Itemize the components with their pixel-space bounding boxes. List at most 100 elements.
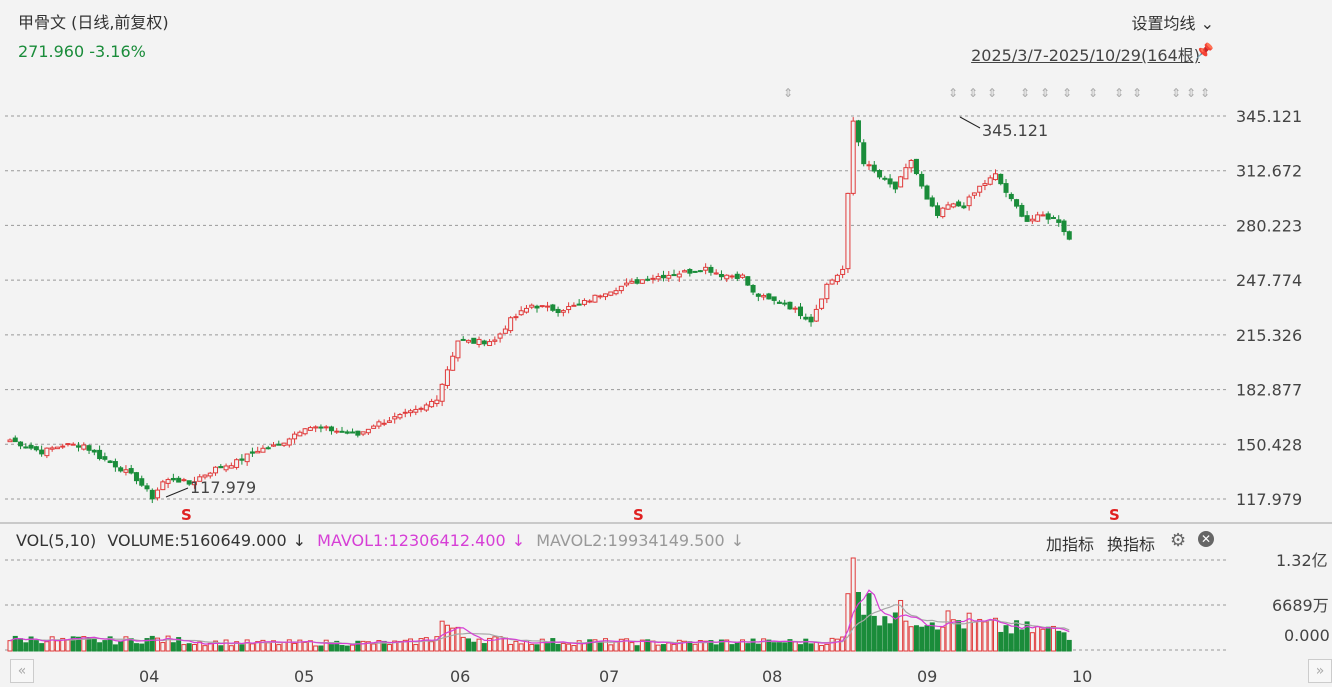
- candle-body: [977, 185, 983, 193]
- low-annotation-arrow: [165, 487, 189, 498]
- volume-bar: [892, 612, 898, 652]
- candle-body: [307, 427, 313, 431]
- candle-body: [824, 283, 830, 300]
- candle-body: [265, 447, 271, 450]
- volume-bar: [350, 644, 356, 652]
- candle-body: [935, 205, 941, 216]
- candle-body: [423, 404, 429, 411]
- candle-body: [234, 459, 240, 468]
- candle-body: [671, 274, 677, 277]
- candle-body: [908, 159, 914, 169]
- volume-bar: [502, 637, 508, 652]
- volume-bar: [924, 625, 930, 652]
- gear-icon[interactable]: ⚙: [1170, 530, 1187, 551]
- candle-body: [597, 295, 603, 298]
- candle-body: [850, 120, 856, 194]
- vol-label: VOL(5,10): [16, 531, 97, 550]
- candle-body: [745, 276, 751, 286]
- candle-body: [508, 317, 514, 332]
- volume-bar: [112, 644, 118, 652]
- volume-bar: [7, 640, 13, 652]
- volume-bar: [692, 643, 698, 652]
- volume-bar: [1050, 625, 1056, 652]
- candle-body: [560, 310, 566, 313]
- volume-bar: [392, 640, 398, 652]
- candle-body: [181, 479, 187, 482]
- y-tick-label: 247.774: [1236, 271, 1302, 290]
- volume-bar: [987, 619, 993, 652]
- candle-body: [687, 269, 693, 274]
- candle-body: [940, 207, 946, 218]
- y-tick-label: 182.877: [1236, 381, 1302, 400]
- volume-bar: [213, 640, 219, 652]
- candle-body: [697, 270, 703, 273]
- candle-body: [581, 299, 587, 305]
- volume-bar: [139, 643, 145, 652]
- add-indicator-button[interactable]: 加指标: [1046, 535, 1095, 554]
- volume-bar: [376, 640, 382, 652]
- volume-bar: [755, 643, 761, 652]
- candle-body: [202, 474, 208, 478]
- close-icon[interactable]: ✕: [1198, 531, 1214, 547]
- candle-body: [444, 369, 450, 386]
- candle-body: [571, 304, 577, 307]
- candle-body: [1066, 231, 1072, 240]
- candle-body: [708, 266, 714, 273]
- volume-bar: [639, 639, 645, 652]
- arrow-down-icon: ↓: [730, 531, 745, 550]
- change-percent: -3.16%: [89, 42, 146, 61]
- volume-bar: [813, 641, 819, 652]
- volume-bar: [44, 641, 50, 652]
- candle-body: [418, 407, 424, 410]
- candle-body: [834, 274, 840, 283]
- volume-bar: [776, 641, 782, 652]
- candle-body: [502, 328, 508, 334]
- volume-bar: [634, 645, 640, 652]
- scroll-right-button[interactable]: »: [1308, 659, 1332, 683]
- y-tick-label: 280.223: [1236, 216, 1302, 235]
- candle-body: [292, 433, 298, 440]
- y-tick-label: 150.428: [1236, 435, 1302, 454]
- switch-indicator-button[interactable]: 换指标: [1107, 535, 1156, 554]
- candle-body: [213, 466, 219, 474]
- candle-body: [7, 439, 13, 443]
- candle-body: [365, 428, 371, 434]
- ma-settings-button[interactable]: 设置均线 ⌄: [1131, 10, 1214, 34]
- scroll-left-button[interactable]: «: [10, 659, 34, 683]
- volume-bar: [861, 614, 867, 652]
- candle-body: [718, 273, 724, 278]
- volume-bar: [12, 635, 18, 652]
- candle-body: [413, 408, 419, 413]
- last-price: 271.960: [18, 42, 85, 61]
- volume-bar: [518, 643, 524, 652]
- volume-bar: [149, 635, 155, 652]
- candle-body: [65, 443, 71, 446]
- volume-bar: [170, 642, 176, 652]
- volume-bar: [160, 642, 166, 652]
- volume-bar: [971, 621, 977, 652]
- candle-body: [819, 298, 825, 309]
- volume-bar: [618, 638, 624, 652]
- date-range[interactable]: 2025/3/7-2025/10/29(164根): [971, 46, 1200, 65]
- volume-bar: [155, 637, 161, 652]
- volume-bar: [539, 638, 545, 652]
- candle-body: [107, 460, 113, 463]
- volume-bar: [91, 637, 97, 652]
- mavol2-value: MAVOL2:19934149.500: [536, 531, 725, 550]
- candle-body: [476, 338, 482, 345]
- volume-bar: [703, 640, 709, 652]
- volume-bar: [186, 643, 192, 652]
- pin-icon[interactable]: 📌: [1195, 42, 1214, 60]
- chart-title: 甲骨文 (日线,前复权): [18, 13, 169, 32]
- candle-body: [798, 306, 803, 317]
- candle-body: [634, 279, 640, 284]
- volume-bar: [191, 643, 197, 652]
- volume-bar: [708, 640, 714, 652]
- signal-marker-s: S: [1109, 506, 1120, 524]
- volume-bar: [750, 638, 756, 652]
- candle-body: [1024, 215, 1030, 222]
- volume-bar: [929, 622, 935, 652]
- candle-body: [381, 422, 387, 425]
- volume-bar: [1066, 639, 1072, 652]
- candle-body: [603, 293, 609, 298]
